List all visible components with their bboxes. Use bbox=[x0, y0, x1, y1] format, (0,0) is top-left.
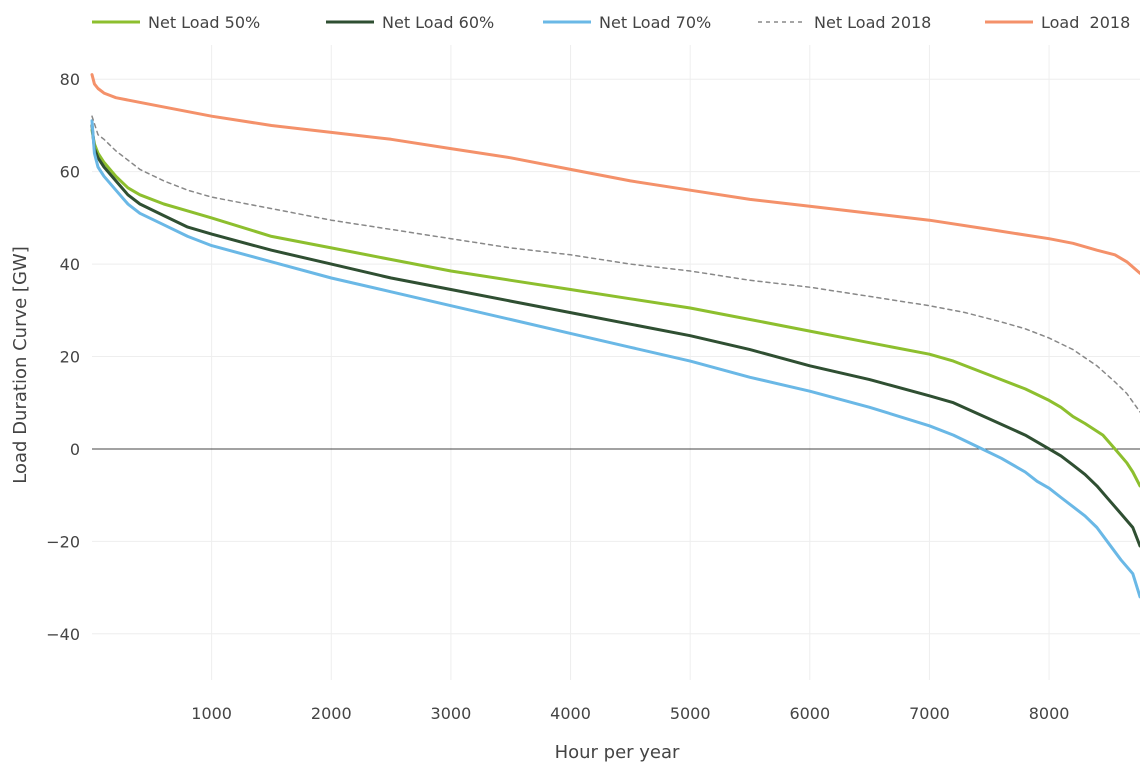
y-tick-label: −20 bbox=[46, 532, 80, 551]
x-axis-ticks: 1000 2000 3000 4000 5000 6000 7000 8000 bbox=[191, 704, 1069, 723]
y-tick-label: 0 bbox=[70, 440, 80, 459]
x-tick-label: 8000 bbox=[1029, 704, 1070, 723]
legend-label: Net Load 2018 bbox=[814, 13, 931, 32]
x-tick-label: 2000 bbox=[311, 704, 352, 723]
series-line-3 bbox=[91, 115, 1140, 413]
grid bbox=[92, 45, 1140, 680]
x-tick-label: 3000 bbox=[431, 704, 472, 723]
x-tick-label: 5000 bbox=[670, 704, 711, 723]
y-axis-ticks: −40 −20 0 20 40 60 80 bbox=[46, 70, 80, 644]
x-tick-label: 1000 bbox=[191, 704, 232, 723]
legend: Net Load 50% Net Load 60% Net Load 70% Net … bbox=[92, 13, 1130, 32]
y-tick-label: −40 bbox=[46, 625, 80, 644]
x-tick-label: 4000 bbox=[550, 704, 591, 723]
y-tick-label: 80 bbox=[60, 70, 80, 89]
series-line-0 bbox=[90, 128, 1140, 488]
series-line-2 bbox=[90, 119, 1140, 599]
y-tick-label: 40 bbox=[60, 255, 80, 274]
series-line-4 bbox=[90, 73, 1140, 275]
legend-label: Net Load 60% bbox=[382, 13, 494, 32]
plot-area bbox=[90, 73, 1140, 599]
y-tick-label: 60 bbox=[60, 163, 80, 182]
y-tick-label: 20 bbox=[60, 348, 80, 367]
legend-label: Net Load 70% bbox=[599, 13, 711, 32]
x-tick-label: 6000 bbox=[789, 704, 830, 723]
legend-label: Load 2018 bbox=[1041, 13, 1130, 32]
x-tick-label: 7000 bbox=[909, 704, 950, 723]
series-line-1 bbox=[90, 124, 1140, 548]
legend-label: Net Load 50% bbox=[148, 13, 260, 32]
x-axis-title: Hour per year bbox=[555, 742, 680, 763]
y-axis-title: Load Duration Curve [GW] bbox=[10, 246, 31, 483]
